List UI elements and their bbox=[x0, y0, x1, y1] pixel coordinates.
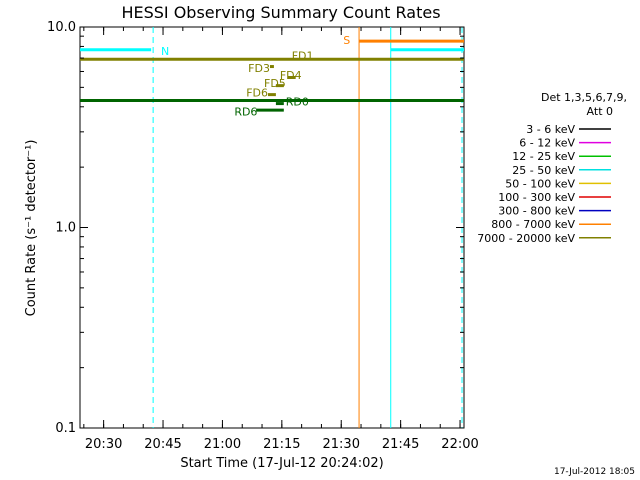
x-tick-label-1: 20:45 bbox=[144, 437, 181, 452]
x-tick-label-3: 21:15 bbox=[263, 437, 300, 452]
y-tick-label-2: 0.1 bbox=[55, 421, 76, 436]
x-tick-label-4: 21:30 bbox=[323, 437, 360, 452]
legend-entry-label-6: 300 - 800 keV bbox=[498, 205, 575, 218]
legend-subtitle: Att 0 bbox=[587, 105, 613, 118]
legend-entry-label-2: 12 - 25 keV bbox=[512, 150, 575, 163]
legend-entry-label-3: 25 - 50 keV bbox=[512, 164, 575, 177]
segment-label-fd5: FD5 bbox=[264, 77, 286, 90]
chart-title: HESSI Observing Summary Count Rates bbox=[121, 3, 440, 22]
x-axis-title: Start Time (17-Jul-12 20:24:02) bbox=[180, 456, 383, 471]
segment-label-n-left: N bbox=[161, 45, 169, 58]
y-tick-label-1: 1.0 bbox=[55, 221, 76, 236]
x-tick-label-0: 20:30 bbox=[85, 437, 122, 452]
x-tick-label-5: 21:45 bbox=[382, 437, 419, 452]
segment-label-fd6: FD6 bbox=[246, 87, 268, 100]
y-axis-title: Count Rate (s⁻¹ detector⁻¹) bbox=[24, 140, 39, 317]
x-tick-label-6: 22:00 bbox=[441, 437, 478, 452]
segment-label-fd3: FD3 bbox=[248, 62, 270, 75]
legend-entry-label-7: 800 - 7000 keV bbox=[491, 218, 575, 231]
segment-label-fd1: FD1 bbox=[292, 50, 314, 63]
legend-entry-label-1: 6 - 12 keV bbox=[519, 137, 575, 150]
legend-entry-label-8: 7000 - 20000 keV bbox=[477, 232, 575, 245]
legend-entry-label-4: 50 - 100 keV bbox=[505, 177, 575, 190]
footer-timestamp: 17-Jul-2012 18:05 bbox=[554, 467, 635, 477]
segment-label-fd4: FD4 bbox=[280, 69, 302, 82]
segment-label-rd6: RD6 bbox=[234, 105, 257, 118]
legend-title: Det 1,3,5,6,7,9, bbox=[541, 91, 627, 104]
legend-entry-label-5: 100 - 300 keV bbox=[498, 191, 575, 204]
y-tick-label-0: 10.0 bbox=[47, 20, 76, 35]
x-tick-label-2: 21:00 bbox=[204, 437, 241, 452]
segment-label-rd0: RD0 bbox=[286, 96, 309, 109]
legend-entry-label-0: 3 - 6 keV bbox=[526, 123, 575, 136]
segment-label-s: S bbox=[343, 34, 350, 47]
